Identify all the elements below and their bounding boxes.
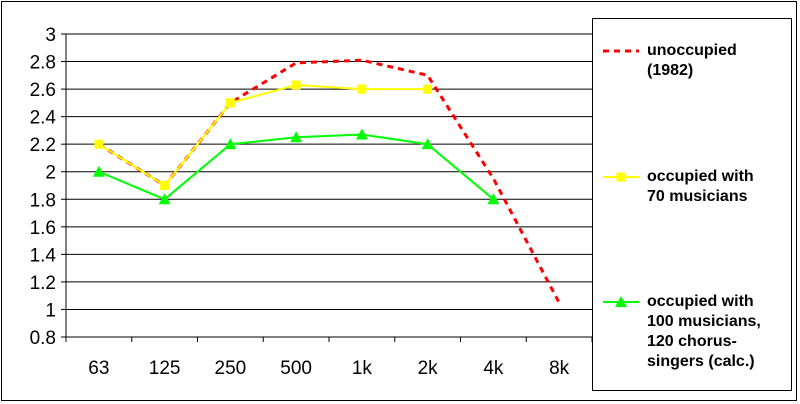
x-tick-label: 500: [280, 358, 312, 379]
data-point-series-1: [291, 80, 301, 90]
legend-marker: [615, 296, 627, 307]
data-point-series-2: [355, 128, 368, 140]
y-tick-label: 2.8: [30, 53, 56, 74]
x-tick-label: 250: [215, 358, 247, 379]
x-tick-label: 63: [88, 358, 109, 379]
legend-label-occupied-70: occupied with 70 musicians: [647, 168, 754, 205]
legend-swatch-unoccupied: [603, 49, 639, 53]
legend-label-occupied-100: occupied with 100 musicians, 120 chorus-…: [647, 293, 761, 370]
y-tick-label: 1.8: [30, 190, 56, 211]
data-point-series-1: [357, 84, 367, 94]
data-point-series-2: [92, 165, 105, 177]
y-tick-label: 0.8: [30, 328, 56, 349]
x-tick-label: 4k: [483, 358, 504, 379]
y-tick-label: 1.4: [30, 245, 57, 266]
data-point-series-1: [225, 98, 235, 108]
series-line-0: [98, 58, 561, 304]
y-tick-label: 3: [45, 25, 56, 46]
y-tick-label: 2.6: [30, 80, 56, 101]
data-point-series-1: [94, 139, 104, 149]
legend: unoccupied (1982) occupied with 70 music…: [592, 18, 792, 391]
y-tick-label: 1.6: [30, 218, 56, 239]
x-tick-label: 2k: [418, 358, 439, 379]
data-point-series-2: [421, 138, 434, 150]
x-tick-label: 8k: [549, 358, 570, 379]
y-tick-label: 1: [45, 300, 56, 321]
data-point-series-2: [487, 193, 500, 205]
y-tick-label: 1.2: [30, 273, 56, 294]
data-point-series-1: [160, 181, 170, 190]
legend-marker: [616, 172, 626, 182]
x-tick-label: 1k: [352, 358, 373, 379]
legend-label-unoccupied: unoccupied (1982): [647, 42, 737, 79]
x-tick-label: 125: [149, 358, 181, 379]
series-line-1: [98, 83, 428, 187]
legend-swatch-occupied-70: [603, 172, 639, 182]
data-point-series-2: [158, 193, 171, 205]
legend-swatch-occupied-100: [603, 296, 639, 307]
data-point-series-2: [290, 131, 303, 143]
y-tick-label: 2.4: [30, 108, 57, 129]
y-tick-label: 2: [45, 163, 56, 184]
data-point-series-2: [224, 138, 237, 150]
y-tick-label: 2.2: [30, 135, 56, 156]
data-point-series-1: [423, 84, 433, 94]
